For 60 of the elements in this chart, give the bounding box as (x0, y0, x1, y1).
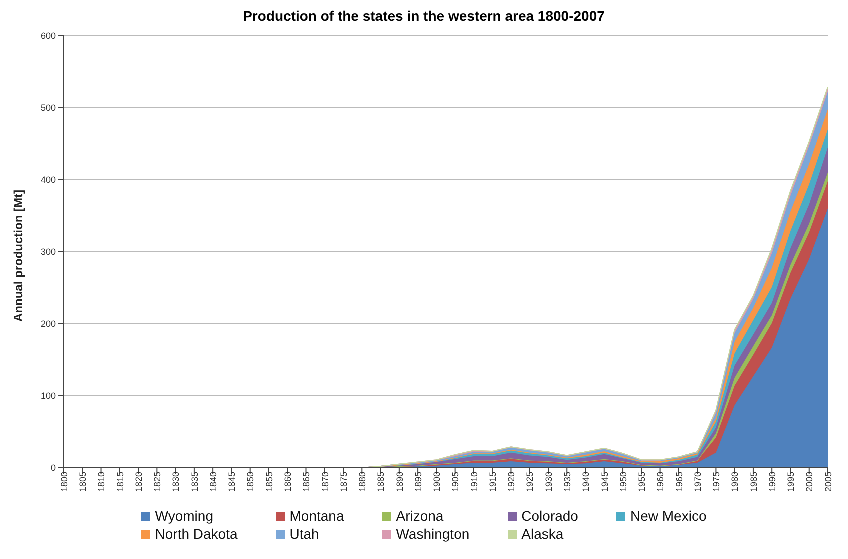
x-tick-label: 1850 (246, 472, 256, 492)
x-tick-label: 1910 (469, 472, 480, 492)
x-tick-label: 1890 (394, 472, 405, 492)
legend-label: Arizona (396, 508, 444, 524)
legend-label: Alaska (522, 526, 564, 542)
x-tick-label: 1925 (525, 472, 536, 492)
x-tick-label: 1885 (376, 472, 386, 492)
x-tick-label: 1960 (656, 472, 666, 492)
y-tick-label: 0 (50, 463, 56, 474)
y-tick-label: 200 (40, 319, 56, 330)
y-tick-label: 300 (40, 247, 56, 258)
x-tick-label: 1800 (59, 472, 70, 492)
legend-label: Colorado (522, 508, 578, 524)
x-tick-label: 1980 (730, 472, 740, 492)
legend-label: Wyoming (155, 508, 214, 524)
x-tick-label: 1995 (786, 472, 796, 492)
y-tick-label: 500 (40, 103, 56, 114)
x-tick-label: 2000 (804, 472, 815, 492)
x-tick-label: 1930 (544, 472, 554, 492)
x-tick-label: 1905 (450, 472, 461, 492)
x-tick-label: 1970 (692, 472, 703, 492)
x-tick-label: 1975 (712, 472, 722, 492)
x-tick-label: 1935 (562, 472, 573, 492)
x-tick-label: 1900 (432, 472, 442, 492)
x-tick-label: 1945 (600, 472, 610, 492)
x-tick-label: 1840 (208, 472, 218, 492)
y-tick-label: 600 (40, 31, 56, 42)
x-tick-label: 1895 (413, 472, 424, 492)
legend-label: Washington (396, 526, 470, 542)
x-tick-label: 1990 (767, 472, 778, 492)
y-tick-label: 400 (40, 175, 56, 186)
x-tick-label: 1845 (227, 472, 238, 492)
x-tick-label: 1805 (78, 472, 88, 492)
x-tick-label: 1830 (171, 472, 182, 492)
x-tick-label: 1950 (618, 472, 628, 492)
x-tick-label: 1870 (320, 472, 330, 492)
x-tick-label: 1835 (190, 472, 200, 492)
x-tick-label: 1815 (115, 472, 126, 492)
legend-label: North Dakota (155, 526, 238, 542)
legend-label: New Mexico (630, 508, 707, 524)
x-tick-label: 1920 (506, 472, 517, 492)
chart-title: Production of the states in the western area 1800-2007 (242, 8, 606, 26)
x-tick-label: 1940 (581, 472, 592, 492)
x-tick-label: 1855 (264, 472, 274, 492)
x-tick-label: 1875 (338, 472, 349, 492)
x-tick-label: 1810 (96, 472, 107, 492)
x-tick-label: 1825 (152, 472, 163, 492)
x-tick-label: 1880 (358, 472, 368, 492)
x-tick-label: 1820 (134, 472, 144, 492)
legend-label: Utah (290, 526, 320, 542)
legend-label: Montana (290, 508, 344, 524)
x-tick-label: 1865 (302, 472, 312, 492)
x-tick-label: 1965 (674, 472, 684, 492)
x-tick-label: 1955 (637, 472, 648, 492)
y-axis-title: Annual production [Mt] (11, 190, 26, 322)
y-tick-label: 100 (40, 391, 56, 402)
x-tick-label: 1860 (283, 472, 293, 492)
x-tick-label: 2005 (823, 472, 834, 492)
x-tick-label: 1985 (748, 472, 759, 492)
x-tick-label: 1915 (488, 472, 498, 492)
